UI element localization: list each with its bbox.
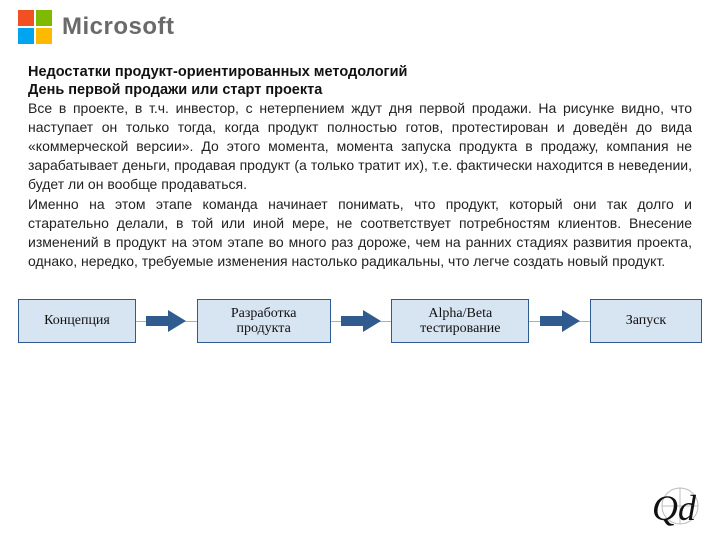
heading-main: Недостатки продукт-ориентированных метод… (28, 64, 692, 80)
paragraph-2: Именно на этом этапе команда начинает по… (28, 195, 692, 271)
flow-node-testing: Alpha/Beta тестирование (391, 299, 529, 343)
microsoft-logo-icon (18, 10, 52, 44)
logo-square-1 (18, 10, 34, 26)
footer-logo-icon: Qd (640, 480, 700, 530)
arrow-icon (540, 309, 580, 333)
content-area: Недостатки продукт-ориентированных метод… (0, 46, 720, 271)
flow-node-launch: Запуск (590, 299, 702, 343)
flow-node-development: Разработка продукта (197, 299, 331, 343)
flowchart: Концепция Разработка продукта Alpha/Beta… (18, 291, 702, 351)
microsoft-wordmark: Microsoft (62, 13, 175, 41)
flow-node-concept: Концепция (18, 299, 136, 343)
logo-square-4 (36, 28, 52, 44)
paragraph-1: Все в проекте, в т.ч. инвестор, с нетерп… (28, 99, 692, 193)
heading-sub: День первой продажи или старт проекта (28, 82, 692, 98)
logo-square-3 (18, 28, 34, 44)
arrow-icon (341, 309, 381, 333)
logo-square-2 (36, 10, 52, 26)
footer-logo-text: Qd (652, 488, 697, 528)
header: Microsoft (0, 0, 720, 46)
arrow-icon (146, 309, 186, 333)
